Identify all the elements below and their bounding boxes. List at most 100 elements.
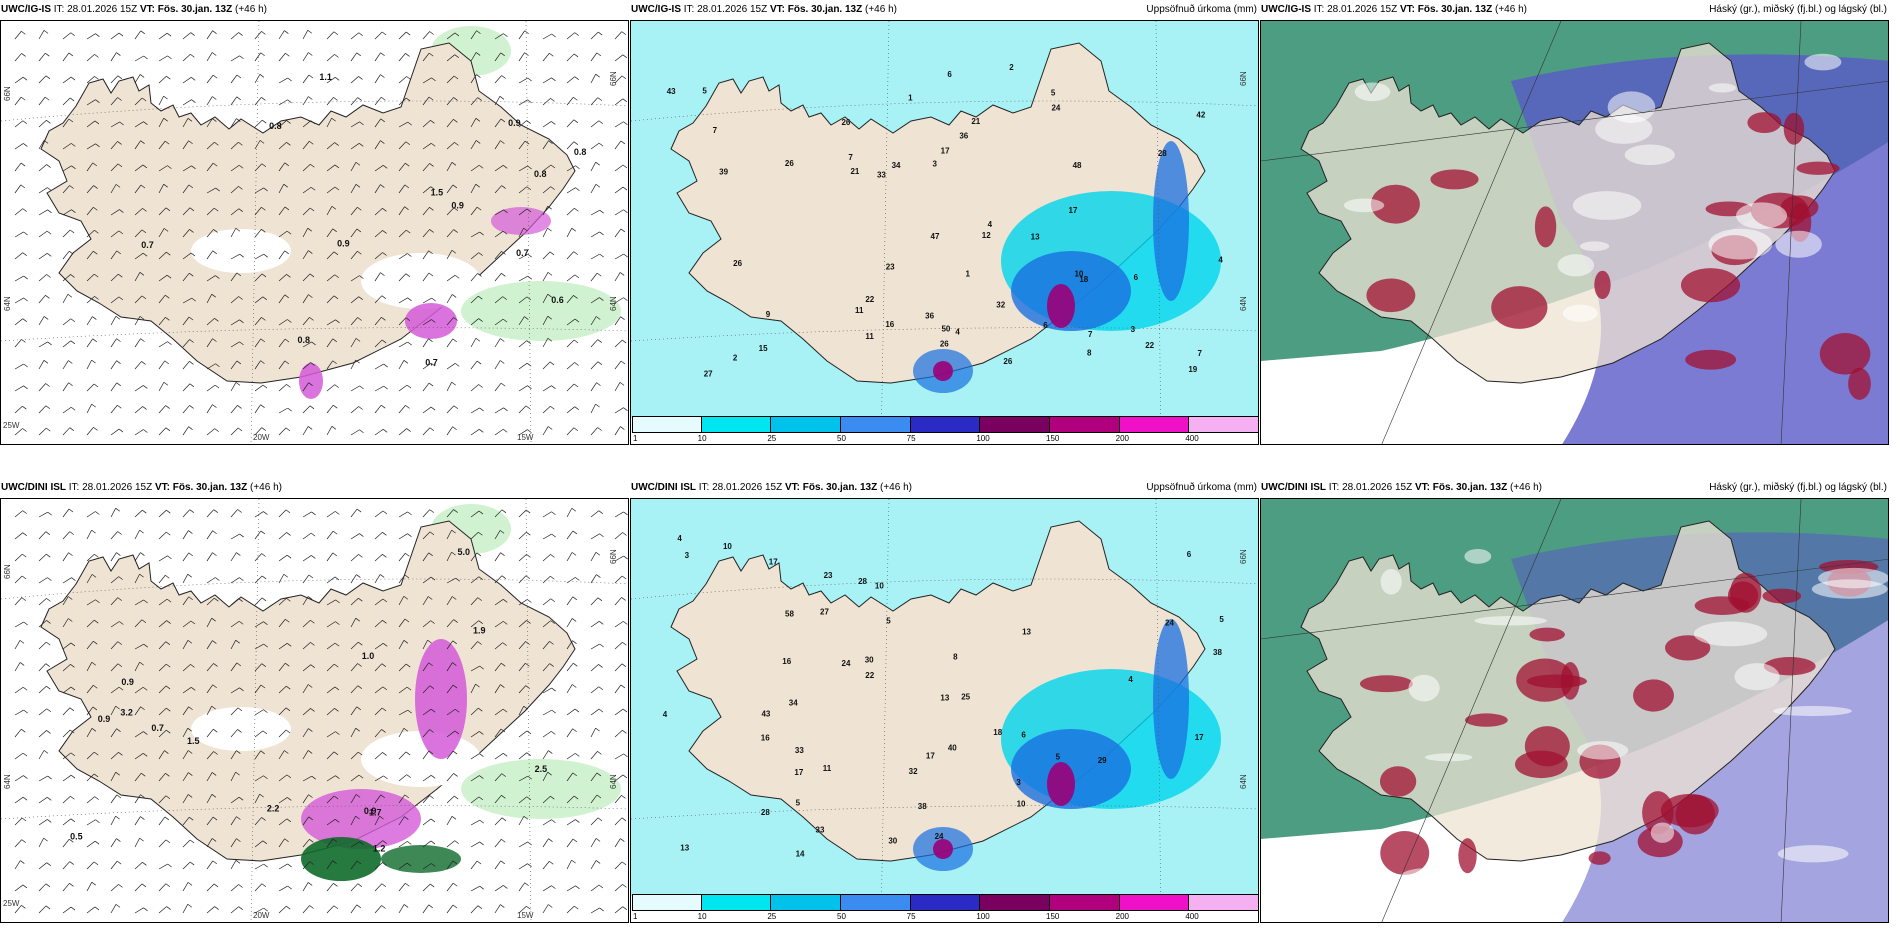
colorbar-label: 25 xyxy=(767,434,777,443)
lat-tick-right-64: 64N xyxy=(1239,774,1249,789)
lon-tick-20w: 20W xyxy=(253,911,270,920)
colorbar-swatch xyxy=(701,416,772,433)
colorbar-frame xyxy=(632,416,1258,433)
value-label: 50 xyxy=(941,324,950,333)
value-label: 8 xyxy=(1087,348,1092,357)
lat-tick-right-64: 64N xyxy=(609,774,619,789)
wind-map: 1.7 1.5 0.9 0.9 0.9 0.7 0.5 1.0 3.2 1.9 2.5 5.0 1.2 2… xyxy=(0,498,629,923)
value-label: 21 xyxy=(850,167,859,176)
value-label: 1.7 xyxy=(369,807,382,817)
value-label: 16 xyxy=(782,657,791,666)
value-label: 7 xyxy=(1088,330,1093,339)
lat-tick-right-66: 66N xyxy=(1239,549,1249,564)
value-label: 7 xyxy=(848,153,853,162)
value-label: 25 xyxy=(961,692,970,701)
value-label: 5 xyxy=(1219,615,1224,624)
colorbar-swatch xyxy=(1119,894,1190,911)
value-label: 16 xyxy=(761,734,770,743)
value-label: 0.7 xyxy=(516,248,529,258)
colorbar-swatch xyxy=(632,894,702,911)
value-label: 34 xyxy=(892,161,901,170)
value-label: 17 xyxy=(926,752,935,761)
value-label: 13 xyxy=(680,843,689,852)
colorbar-swatch xyxy=(980,894,1050,911)
value-label: 26 xyxy=(841,118,850,127)
value-label: 18 xyxy=(1079,275,1088,284)
value-label: 0.9 xyxy=(364,806,377,816)
value-label: 21 xyxy=(971,117,980,126)
value-label: 7 xyxy=(1197,349,1202,358)
value-label: 10 xyxy=(1074,269,1083,278)
lon-tick-15w: 15W xyxy=(517,433,534,442)
lat-tick-right-64: 64N xyxy=(609,296,619,311)
colorbar-swatch xyxy=(771,416,841,433)
colorbar-label: 100 xyxy=(976,912,990,921)
colorbar-label: 400 xyxy=(1185,912,1199,921)
value-label: 5 xyxy=(796,798,801,807)
colorbar-swatch xyxy=(771,894,841,911)
value-label: 0.8 xyxy=(574,147,587,157)
panel-ig-precip: UWC/IG-IS IT: 28.01.2026 15Z VT: Fös. 30… xyxy=(630,0,1259,445)
panel-title: Uppsöfnuð úrkoma (mm) xyxy=(1146,4,1257,15)
lead-time: (+46 h) xyxy=(880,482,912,493)
colorbar-swatch xyxy=(1050,894,1120,911)
value-label: 0.9 xyxy=(121,677,134,687)
lon-tick-15w: 15W xyxy=(517,911,534,920)
colorbar-swatch xyxy=(632,416,702,433)
value-label: 42 xyxy=(1196,110,1205,119)
panel-dini-clouds: UWC/DINI ISL IT: 28.01.2026 15Z VT: Fös.… xyxy=(1260,478,1889,923)
value-label: 6 xyxy=(1043,321,1048,330)
value-label: 24 xyxy=(935,832,944,841)
lat-tick-left-66: 66N xyxy=(3,564,12,579)
value-label: 10 xyxy=(875,582,884,591)
value-label: 17 xyxy=(1195,733,1204,742)
value-label: 13 xyxy=(1031,232,1040,241)
lon-tick-20w: 20W xyxy=(253,433,270,442)
value-label: 1.2 xyxy=(373,843,386,853)
value-label: 26 xyxy=(1003,357,1012,366)
model-name: UWC/IG-IS xyxy=(1261,4,1311,15)
colorbar-swatch xyxy=(910,416,981,433)
panel-title: Uppsöfnuð úrkoma (mm) xyxy=(1146,482,1257,493)
lat-tick-right-66: 66N xyxy=(609,549,619,564)
value-label: 11 xyxy=(823,764,832,773)
value-label: 0.9 xyxy=(98,714,111,724)
value-label: 0.8 xyxy=(297,335,310,345)
lat-tick-left-66: 66N xyxy=(3,86,12,101)
value-label: 4 xyxy=(663,710,668,719)
value-label: 4 xyxy=(955,328,960,337)
panel-header: UWC/IG-IS IT: 28.01.2026 15Z VT: Fös. 30… xyxy=(1260,0,1889,20)
value-label: 58 xyxy=(785,610,794,619)
cloud-map xyxy=(1260,20,1889,445)
value-label: 40 xyxy=(948,744,957,753)
value-label: 3 xyxy=(1016,778,1021,787)
value-label: 48 xyxy=(1073,161,1082,170)
colorbar-swatch xyxy=(1189,416,1258,433)
value-label: 0.9 xyxy=(508,118,521,128)
value-label: 32 xyxy=(909,767,918,776)
panel-ig-clouds: UWC/IG-IS IT: 28.01.2026 15Z VT: Fös. 30… xyxy=(1260,0,1889,445)
value-label: 6 xyxy=(1134,273,1139,282)
value-label: 33 xyxy=(795,746,804,755)
value-label: 30 xyxy=(888,837,897,846)
value-label: 14 xyxy=(796,849,805,858)
value-label: 0.5 xyxy=(70,831,83,841)
colorbar-swatch xyxy=(841,894,911,911)
value-label: 0.9 xyxy=(337,238,350,248)
value-label: 33 xyxy=(816,826,825,835)
value-label: 3 xyxy=(685,551,690,560)
value-label: 26 xyxy=(785,159,794,168)
value-label: 17 xyxy=(941,146,950,155)
colorbar-label: 100 xyxy=(976,434,990,443)
value-label: 34 xyxy=(789,698,798,707)
lead-time: (+46 h) xyxy=(250,482,282,493)
value-label: 5 xyxy=(886,617,891,626)
value-label: 4 xyxy=(677,534,682,543)
value-label: 0.7 xyxy=(141,240,154,250)
value-label: 28 xyxy=(761,808,770,817)
panel-header: UWC/DINI ISL IT: 28.01.2026 15Z VT: Fös.… xyxy=(630,478,1259,498)
precip-map: 3 4 4 6 5 3 10 11 13 5 17 25 14 16 17 24 32 28 27 30 38 38 33 3… xyxy=(630,498,1259,923)
value-label: 1.0 xyxy=(362,651,375,661)
value-label: 36 xyxy=(925,312,934,321)
value-label: 24 xyxy=(1051,104,1060,113)
